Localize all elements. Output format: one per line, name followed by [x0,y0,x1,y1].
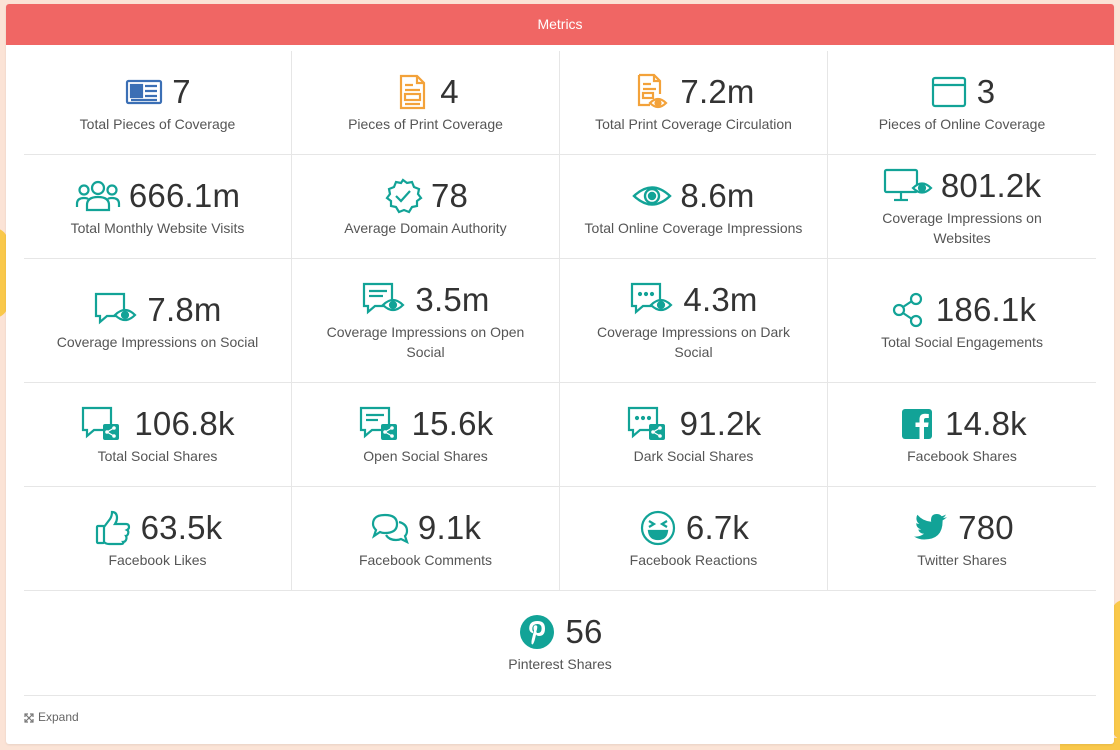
metric-value: 7.8m [147,290,222,328]
print-document-icon [392,72,432,112]
divider [24,695,1096,696]
metric-value: 7 [172,72,191,110]
metric-total-monthly-website-visits: 666.1m Total Monthly Website Visits [24,155,292,259]
metric-value: 63.5k [140,508,223,546]
laughing-face-icon [638,508,678,548]
metric-label: Coverage Impressions on Dark Social [597,323,790,360]
metric-total-online-coverage-impressions: 8.6m Total Online Coverage Impressions [560,155,828,259]
metric-value: 8.6m [680,176,755,214]
verified-badge-icon [383,176,423,216]
metric-coverage-impressions-on-websites: 801.2k Coverage Impressions on Websites [828,155,1096,259]
metrics-grid: 7 Total Pieces of Coverage 4 Pieces of P… [24,51,1096,591]
share-icon [888,290,928,330]
panel-header: Metrics [6,4,1114,45]
metric-total-social-engagements: 186.1k Total Social Engagements [828,259,1096,383]
metric-coverage-impressions-on-open-social: 3.5m Coverage Impressions on Open Social [292,259,560,383]
metric-label: Facebook Shares [907,447,1017,464]
metric-label: Total Print Coverage Circulation [595,115,792,132]
metric-label: Pieces of Print Coverage [348,115,503,132]
browser-window-icon [929,72,969,112]
metric-value: 9.1k [417,508,482,546]
metric-label: Total Online Coverage Impressions [584,219,803,236]
metric-dark-social-shares: 91.2k Dark Social Shares [560,383,828,487]
metric-value: 106.8k [134,404,235,442]
chat-lines-eye-icon [361,280,407,320]
metric-value: 15.6k [411,404,494,442]
expand-label: Expand [38,710,79,724]
metric-pinterest-shares: 56 Pinterest Shares [24,591,1096,695]
metric-twitter-shares: 780 Twitter Shares [828,487,1096,591]
metric-label: Average Domain Authority [344,219,507,236]
chat-dots-eye-icon [629,280,675,320]
chat-share-icon [80,404,126,444]
metric-label: Total Monthly Website Visits [70,219,245,236]
metric-facebook-comments: 9.1k Facebook Comments [292,487,560,591]
metric-average-domain-authority: 78 Average Domain Authority [292,155,560,259]
metric-label: Pinterest Shares [508,656,612,672]
metric-value: 780 [958,508,1014,546]
background-decoration [1112,600,1120,740]
metric-value: 3 [976,72,996,110]
panel-title: Metrics [537,16,583,32]
metric-facebook-likes: 63.5k Facebook Likes [24,487,292,591]
metric-value: 14.8k [945,404,1027,442]
metric-label: Open Social Shares [363,447,488,464]
metric-total-print-coverage-circulation: 7.2m Total Print Coverage Circulation [560,51,828,155]
metric-label: Facebook Reactions [629,551,758,568]
metric-total-pieces-of-coverage: 7 Total Pieces of Coverage [24,51,292,155]
metric-facebook-shares: 14.8k Facebook Shares [828,383,1096,487]
thumbs-up-icon [93,508,133,548]
users-icon [75,176,121,216]
metric-label: Total Social Shares [97,447,218,464]
metric-value: 186.1k [935,290,1037,328]
expand-icon [24,712,34,723]
metric-label: Coverage Impressions on Open Social [326,323,525,360]
metric-value: 4 [440,72,459,110]
metric-value: 56 [565,613,603,650]
print-circulation-icon [632,72,672,112]
metric-value: 78 [430,176,469,214]
eye-icon [632,176,673,216]
chat-dots-share-icon [626,404,672,444]
metric-label: Total Pieces of Coverage [79,115,236,132]
metric-label: Twitter Shares [917,551,1007,568]
metric-label: Coverage Impressions on Websites [882,209,1042,246]
monitor-eye-icon [883,166,933,206]
metric-value: 3.5m [415,280,490,318]
pinterest-icon [517,612,557,652]
metric-coverage-impressions-on-dark-social: 4.3m Coverage Impressions on Dark Social [560,259,828,383]
metric-label: Coverage Impressions on Social [56,333,259,350]
metric-label: Dark Social Shares [633,447,754,464]
metric-label: Facebook Comments [358,551,493,568]
metric-value: 4.3m [683,280,758,318]
metric-open-social-shares: 15.6k Open Social Shares [292,383,560,487]
metric-value: 666.1m [128,176,241,214]
metric-value: 7.2m [680,72,755,110]
background-decoration [0,228,8,318]
comments-icon [370,508,410,548]
facebook-icon [897,404,937,444]
metric-value: 91.2k [679,404,762,442]
chat-eye-icon [93,290,139,330]
metric-total-social-shares: 106.8k Total Social Shares [24,383,292,487]
expand-button[interactable]: Expand [24,710,79,724]
metric-coverage-impressions-on-social: 7.8m Coverage Impressions on Social [24,259,292,383]
twitter-icon [910,508,950,548]
metric-facebook-reactions: 6.7k Facebook Reactions [560,487,828,591]
metric-label: Total Social Engagements [881,333,1043,350]
chat-lines-share-icon [358,404,404,444]
metric-label: Facebook Likes [108,551,207,568]
metric-pieces-of-print-coverage: 4 Pieces of Print Coverage [292,51,560,155]
metrics-panel: Metrics 7 Total Pieces of Coverage [6,4,1114,744]
newspaper-icon [124,72,164,112]
metric-value: 6.7k [685,508,750,546]
metric-label: Pieces of Online Coverage [878,115,1046,132]
metric-pieces-of-online-coverage: 3 Pieces of Online Coverage [828,51,1096,155]
metric-value: 801.2k [940,166,1042,204]
